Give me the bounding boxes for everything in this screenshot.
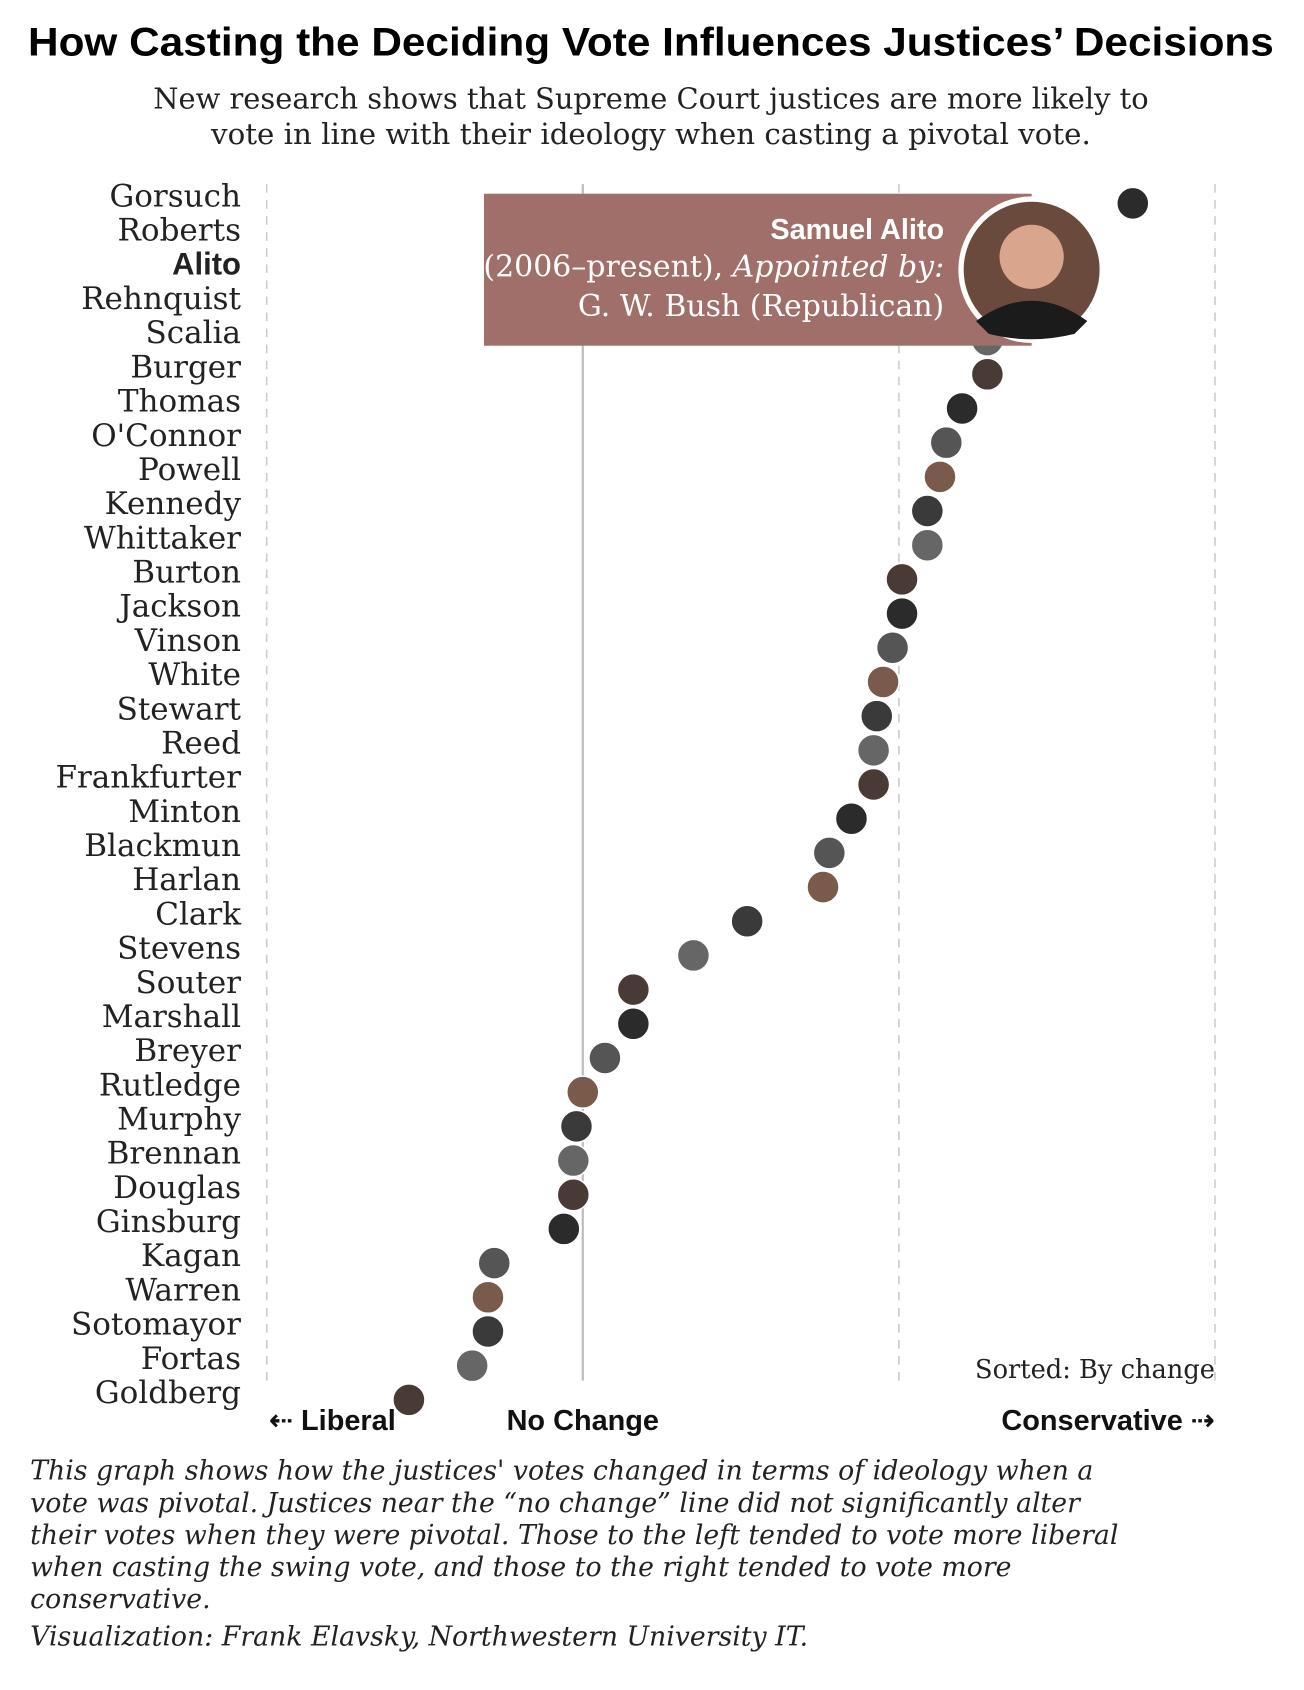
category-label: Marshall: [102, 999, 241, 1035]
category-label: Rehnquist: [81, 281, 241, 317]
portrait-robe: [975, 300, 1088, 340]
justice-dot: [929, 425, 964, 460]
sort-note: Sorted: By change: [975, 1355, 1215, 1385]
category-label: Thomas: [118, 384, 241, 420]
category-label: Souter: [135, 965, 241, 1001]
justice-dot: [910, 494, 945, 528]
justice-dot: [616, 1006, 651, 1041]
justice-dot: [806, 870, 840, 904]
note-line: their votes when they were pivotal. Thos…: [30, 1520, 1118, 1551]
tooltip-box: [483, 193, 1032, 346]
category-label: Frankfurter: [55, 760, 241, 796]
justice-dot: [477, 1246, 512, 1280]
subtitle: New research shows that Supreme Court ju…: [153, 82, 1148, 116]
category-label: Reed: [161, 725, 241, 761]
tooltip-term-years: (2006–present),: [483, 250, 732, 285]
category-label: Gorsuch: [109, 179, 241, 215]
justice-dot: [730, 904, 765, 939]
category-label: Stewart: [117, 691, 242, 727]
axis-label-center: No Change: [507, 1405, 659, 1437]
justice-dot: [856, 767, 891, 802]
category-label: O'Connor: [91, 418, 241, 454]
justice-dot: [885, 596, 919, 631]
category-label: Jackson: [116, 589, 241, 625]
category-label: Whittaker: [84, 520, 241, 556]
justice-dot: [559, 1109, 594, 1144]
category-label: Ginsburg: [96, 1204, 241, 1240]
justice-dot: [616, 972, 651, 1007]
tooltip-term: (2006–present), Appointed by:: [483, 250, 944, 285]
portrait-face: [999, 224, 1064, 289]
justice-dot: [885, 562, 919, 597]
category-label: Alito: [172, 247, 241, 282]
justice-dot: [970, 357, 1005, 392]
justice-dot: [556, 1143, 591, 1178]
justice-dot: [676, 938, 711, 973]
category-label: Sotomayor: [71, 1307, 241, 1343]
axis-label-left: ⇠ Liberal: [269, 1405, 396, 1437]
category-label: Douglas: [113, 1170, 241, 1206]
tooltip-appointer: G. W. Bush (Republican): [578, 289, 944, 324]
justice-dot: [471, 1314, 505, 1349]
justice-dot: [923, 459, 957, 494]
justice-dot: [471, 1280, 505, 1315]
category-label: Burger: [130, 349, 241, 385]
justice-dot: [856, 733, 891, 768]
tooltip-name: Samuel Alito: [770, 214, 944, 246]
category-label: Brennan: [107, 1136, 241, 1172]
category-label: Kennedy: [105, 486, 242, 522]
justice-dot: [866, 665, 900, 699]
category-label: Scalia: [146, 315, 241, 351]
category-label: Goldberg: [95, 1375, 241, 1411]
category-label: Harlan: [132, 862, 241, 898]
justice-dot: [834, 801, 869, 836]
category-label: Breyer: [134, 1033, 241, 1069]
subtitle: vote in line with their ideology when ca…: [210, 117, 1091, 151]
category-label: Murphy: [117, 1102, 241, 1138]
justice-dot: [556, 1177, 591, 1212]
justice-dot: [392, 1382, 426, 1417]
justice-dot: [812, 836, 847, 870]
chart-title: How Casting the Deciding Vote Influences…: [28, 20, 1274, 64]
category-label: Blackmun: [84, 828, 241, 864]
category-label: Powell: [138, 452, 241, 488]
note-line: vote was pivotal. Justices near the “no …: [30, 1488, 1082, 1519]
category-label: Rutledge: [99, 1067, 241, 1103]
justice-dot: [945, 391, 979, 426]
category-label: Vinson: [134, 623, 241, 659]
tooltip-appointed-label: Appointed by:: [730, 250, 945, 285]
credit: Visualization: Frank Elavsky, Northweste…: [30, 1622, 808, 1653]
category-label: Burton: [132, 555, 241, 591]
category-label: Clark: [155, 896, 241, 932]
category-label: Fortas: [141, 1341, 241, 1377]
justice-dot: [910, 528, 945, 563]
justice-dot: [546, 1212, 581, 1246]
justice-dot: [588, 1041, 622, 1075]
note-line: conservative.: [30, 1584, 210, 1615]
justice-dot: [875, 630, 910, 665]
category-label: Minton: [128, 794, 241, 830]
category-label: Roberts: [118, 213, 241, 249]
note-line: when casting the swing vote, and those t…: [30, 1552, 1011, 1583]
justice-dot: [455, 1348, 490, 1383]
category-label: Stevens: [117, 931, 241, 967]
category-label: White: [148, 657, 241, 693]
note-line: This graph shows how the justices' votes…: [30, 1456, 1093, 1487]
category-label: Warren: [125, 1272, 241, 1308]
axis-label-right: Conservative ⇢: [1001, 1405, 1215, 1437]
justice-dot: [565, 1075, 600, 1110]
justice-dot: [1115, 186, 1150, 221]
category-label: Kagan: [141, 1238, 241, 1274]
justice-dot: [859, 699, 894, 733]
